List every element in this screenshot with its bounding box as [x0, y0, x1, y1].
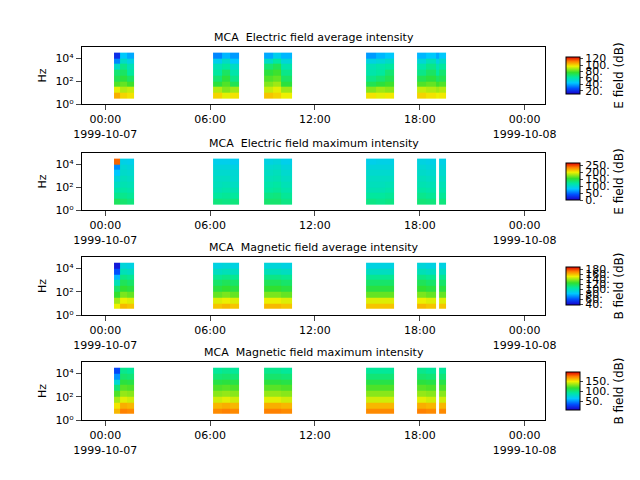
svg-text:50.: 50. — [585, 395, 603, 408]
svg-text:100.: 100. — [585, 180, 610, 193]
svg-text:00:001999-10-08: 00:001999-10-08 — [493, 219, 557, 246]
svg-text:10⁴: 10⁴ — [55, 367, 74, 380]
svg-text:120.: 120. — [585, 278, 610, 291]
svg-text:180.: 180. — [585, 263, 610, 276]
svg-text:MCA Magnetic field average in: MCA Magnetic field average intensity — [209, 241, 418, 254]
svg-text:160.: 160. — [585, 268, 610, 281]
svg-text:50.: 50. — [585, 187, 603, 200]
svg-text:200.: 200. — [585, 166, 610, 179]
svg-text:0.: 0. — [585, 194, 596, 207]
svg-text:00:001999-10-07: 00:001999-10-07 — [73, 324, 137, 351]
svg-text:140.: 140. — [585, 273, 610, 286]
svg-text:10⁴: 10⁴ — [55, 158, 74, 171]
svg-text:100.: 100. — [585, 283, 610, 296]
svg-text:10⁴: 10⁴ — [55, 52, 74, 65]
svg-text:10²: 10² — [55, 286, 73, 299]
svg-text:00:001999-10-08: 00:001999-10-08 — [493, 429, 557, 456]
svg-text:18:00: 18:00 — [404, 219, 436, 232]
svg-text:20.: 20. — [585, 85, 603, 98]
svg-text:10⁴: 10⁴ — [55, 262, 74, 275]
svg-text:Hz: Hz — [36, 279, 49, 293]
svg-text:06:00: 06:00 — [194, 324, 226, 337]
svg-text:00:001999-10-07: 00:001999-10-07 — [73, 219, 137, 246]
svg-text:150.: 150. — [585, 173, 610, 186]
svg-text:MCA Electric field maximum in: MCA Electric field maximum intensity — [209, 137, 419, 150]
svg-text:10⁰: 10⁰ — [55, 414, 74, 427]
svg-text:12:00: 12:00 — [299, 219, 331, 232]
svg-text:12:00: 12:00 — [299, 429, 331, 442]
svg-text:12:00: 12:00 — [299, 324, 331, 337]
svg-text:06:00: 06:00 — [194, 429, 226, 442]
svg-text:100.: 100. — [585, 385, 610, 398]
svg-text:00:001999-10-07: 00:001999-10-07 — [73, 429, 137, 456]
svg-text:Hz: Hz — [36, 384, 49, 398]
svg-text:06:00: 06:00 — [194, 113, 226, 126]
svg-text:100.: 100. — [585, 59, 610, 72]
svg-text:250.: 250. — [585, 159, 610, 172]
svg-text:18:00: 18:00 — [404, 429, 436, 442]
svg-text:80.: 80. — [585, 288, 603, 301]
svg-text:150.: 150. — [585, 375, 610, 388]
svg-text:E field (dB): E field (dB) — [612, 148, 626, 214]
svg-text:Hz: Hz — [36, 174, 49, 188]
svg-text:10⁰: 10⁰ — [55, 98, 74, 111]
svg-text:18:00: 18:00 — [404, 113, 436, 126]
svg-text:10²: 10² — [55, 75, 73, 88]
svg-text:120: 120 — [585, 52, 606, 65]
svg-text:10⁰: 10⁰ — [55, 309, 74, 322]
svg-text:E field (dB): E field (dB) — [612, 42, 626, 108]
svg-text:80.: 80. — [585, 65, 603, 78]
svg-text:40.: 40. — [585, 298, 603, 311]
svg-text:Hz: Hz — [36, 68, 49, 82]
svg-text:40.: 40. — [585, 78, 603, 91]
svg-text:B field (dB): B field (dB) — [612, 253, 626, 320]
svg-text:06:00: 06:00 — [194, 219, 226, 232]
svg-text:00:001999-10-08: 00:001999-10-08 — [493, 324, 557, 351]
svg-text:18:00: 18:00 — [404, 324, 436, 337]
svg-text:10²: 10² — [55, 391, 73, 404]
svg-text:00:001999-10-07: 00:001999-10-07 — [73, 113, 137, 140]
svg-text:10⁰: 10⁰ — [55, 204, 74, 217]
svg-text:10²: 10² — [55, 181, 73, 194]
svg-text:12:00: 12:00 — [299, 113, 331, 126]
svg-text:B field (dB): B field (dB) — [612, 358, 626, 425]
svg-text:MCA Electric field average in: MCA Electric field average intensity — [214, 31, 414, 44]
svg-text:MCA Magnetic field maximum in: MCA Magnetic field maximum intensity — [204, 346, 424, 359]
svg-text:00:001999-10-08: 00:001999-10-08 — [493, 113, 557, 140]
svg-text:60.: 60. — [585, 293, 603, 306]
svg-text:60.: 60. — [585, 72, 603, 85]
